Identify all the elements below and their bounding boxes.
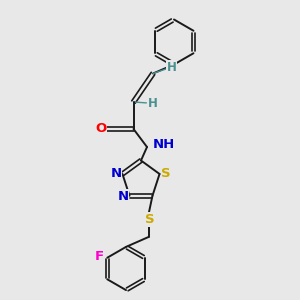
Text: S: S [145,213,154,226]
Text: N: N [110,167,122,180]
Text: F: F [94,250,104,263]
Text: N: N [117,190,128,203]
Text: S: S [161,167,171,180]
Text: O: O [95,122,107,136]
Text: H: H [167,61,177,74]
Text: NH: NH [152,138,175,151]
Text: H: H [148,97,157,110]
